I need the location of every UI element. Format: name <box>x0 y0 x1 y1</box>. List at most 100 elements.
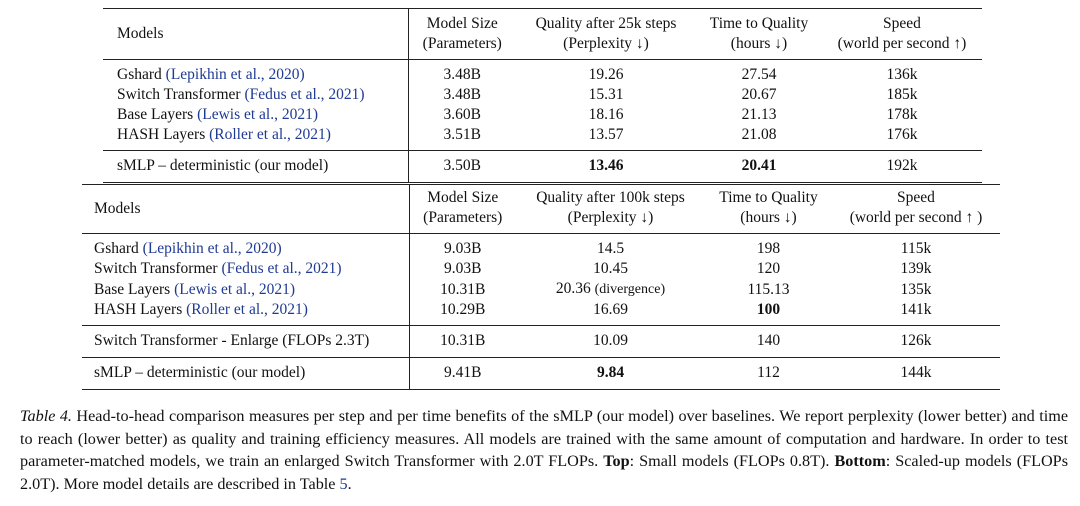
citation-link[interactable]: (Lewis et al., 2021) <box>197 106 319 123</box>
model-name: Gshard <box>94 240 139 257</box>
model-name: Switch Transformer - Enlarge (FLOPs 2.3T… <box>82 325 410 358</box>
quality-cell: 14.5 <box>516 233 705 259</box>
quality-cell-best: 9.84 <box>596 364 625 381</box>
speed-cell: 141k <box>900 301 932 318</box>
caption-text: . <box>347 474 352 493</box>
header-quality-unit: (Perplexity ↓) <box>567 209 654 226</box>
time-cell: 115.13 <box>747 280 790 298</box>
time-cell: 198 <box>705 233 832 259</box>
header-quality-unit: (Perplexity ↓) <box>563 35 649 52</box>
time-cell: 112 <box>705 357 832 390</box>
table-row: Base Layers (Lewis et al., 2021) 10.31B … <box>82 279 1000 300</box>
citation-link[interactable]: (Lepikhin et al., 2020) <box>142 240 282 257</box>
model-name: sMLP – deterministic (our model) <box>82 357 410 390</box>
quality-cell: 10.45 <box>593 260 628 277</box>
table-row: Base Layers (Lewis et al., 2021) 3.60B 1… <box>103 105 982 125</box>
divergence-note: (divergence) <box>594 282 666 297</box>
header-model-size-unit: (Parameters) <box>423 209 503 226</box>
caption-text: : Small models (FLOPs 0.8T). <box>629 452 835 470</box>
header-speed: Speed <box>832 184 1000 208</box>
model-name: Base Layers <box>94 280 171 298</box>
model-name: HASH Layers <box>94 301 183 318</box>
model-name: Gshard <box>117 66 162 83</box>
size-cell: 3.51B <box>443 126 481 143</box>
model-name: Switch Transformer <box>94 260 218 277</box>
size-cell: 3.50B <box>408 150 516 183</box>
header-models: Models <box>82 184 410 234</box>
table-row: Switch Transformer (Fedus et al., 2021) … <box>82 259 1000 279</box>
speed-cell: 139k <box>900 260 932 277</box>
speed-cell: 192k <box>822 150 982 183</box>
citation-link[interactable]: (Lepikhin et al., 2020) <box>165 66 305 83</box>
size-cell: 10.31B <box>409 325 516 358</box>
time-cell: 21.08 <box>741 126 777 143</box>
header-time: Time to Quality <box>696 8 822 34</box>
time-cell: 20.67 <box>741 86 777 103</box>
header-model-size-unit: (Parameters) <box>422 35 502 52</box>
quality-cell: 18.16 <box>588 106 624 123</box>
header-model-size: Model Size <box>409 184 516 208</box>
table-row: Switch Transformer (Fedus et al., 2021) … <box>103 85 982 105</box>
citation-link[interactable]: (Lewis et al., 2021) <box>174 280 296 298</box>
quality-cell: 19.26 <box>516 59 696 85</box>
citation-link[interactable]: (Fedus et al., 2021) <box>244 86 365 103</box>
header-time: Time to Quality <box>705 184 832 208</box>
table-caption: Table 4. Head-to-head comparison measure… <box>20 405 1068 495</box>
size-cell: 3.48B <box>443 86 481 103</box>
header-speed-unit: (world per second ↑ ) <box>849 209 983 226</box>
quality-cell-best: 13.46 <box>588 157 624 174</box>
our-model-row: sMLP – deterministic (our model) 9.41B 9… <box>82 357 1000 390</box>
header-speed-unit: (world per second ↑) <box>837 35 967 52</box>
speed-cell: 185k <box>886 86 918 103</box>
quality-cell: 10.09 <box>516 325 705 358</box>
bottom-results-table: Models Model Size Quality after 100k ste… <box>82 184 1000 390</box>
citation-link[interactable]: (Roller et al., 2021) <box>186 301 308 318</box>
header-quality: Quality after 100k steps <box>516 184 705 208</box>
speed-cell: 115k <box>832 233 1000 259</box>
speed-cell: 126k <box>832 325 1000 358</box>
header-row-sub: (Parameters) (Perplexity ↓) (hours ↓) (w… <box>103 34 982 60</box>
quality-cell: 15.31 <box>588 86 624 103</box>
header-speed: Speed <box>822 8 982 34</box>
size-cell: 10.29B <box>440 301 486 318</box>
citation-link[interactable]: (Roller et al., 2021) <box>209 126 331 143</box>
caption-text: : Scaled-up models (FLOPs 2.0T). More mo… <box>20 452 1068 493</box>
caption-text: Head-to-head comparison measures per ste… <box>20 407 1068 470</box>
header-row: Models Model Size Quality after 100k ste… <box>82 184 1000 234</box>
model-name: Base Layers <box>117 106 194 123</box>
quality-cell: 20.36 (divergence) <box>516 279 705 300</box>
time-cell: 27.54 <box>696 59 822 85</box>
table-row: HASH Layers (Roller et al., 2021) 3.51B … <box>103 125 982 151</box>
our-model-row: sMLP – deterministic (our model) 3.50B 1… <box>103 150 982 183</box>
size-cell: 3.60B <box>443 106 481 123</box>
table-reference-link[interactable]: 5 <box>339 474 348 493</box>
enlarge-row: Switch Transformer - Enlarge (FLOPs 2.3T… <box>82 325 1000 358</box>
citation-link[interactable]: (Fedus et al., 2021) <box>221 260 342 277</box>
speed-cell: 136k <box>822 59 982 85</box>
size-cell: 9.03B <box>444 260 482 277</box>
size-cell: 10.31B <box>440 280 486 298</box>
time-cell: 120 <box>756 260 781 277</box>
caption-label: Table 4. <box>20 407 72 425</box>
size-cell: 9.03B <box>409 233 516 259</box>
model-name: sMLP – deterministic (our model) <box>103 150 409 183</box>
model-name: HASH Layers <box>117 126 206 143</box>
speed-cell: 144k <box>832 357 1000 390</box>
header-time-unit: (hours ↓) <box>730 35 788 52</box>
size-cell: 9.41B <box>409 357 516 390</box>
model-name: Switch Transformer <box>117 86 241 103</box>
quality-cell: 16.69 <box>593 301 628 318</box>
size-cell: 3.48B <box>408 59 516 85</box>
header-row: Models Model Size Quality after 25k step… <box>103 8 982 60</box>
time-cell: 21.13 <box>741 106 777 123</box>
table-row: HASH Layers (Roller et al., 2021) 10.29B… <box>82 300 1000 326</box>
speed-cell: 178k <box>886 106 918 123</box>
speed-cell: 176k <box>886 126 918 143</box>
time-cell-best: 20.41 <box>741 157 777 174</box>
table-row: Gshard (Lepikhin et al., 2020) 3.48B 19.… <box>103 59 982 85</box>
caption-bottom-label: Bottom <box>834 452 886 470</box>
quality-value: 20.36 <box>555 280 591 297</box>
header-models: Models <box>103 8 409 60</box>
table-row: Gshard (Lepikhin et al., 2020) 9.03B 14.… <box>82 233 1000 259</box>
speed-cell: 135k <box>900 280 932 298</box>
